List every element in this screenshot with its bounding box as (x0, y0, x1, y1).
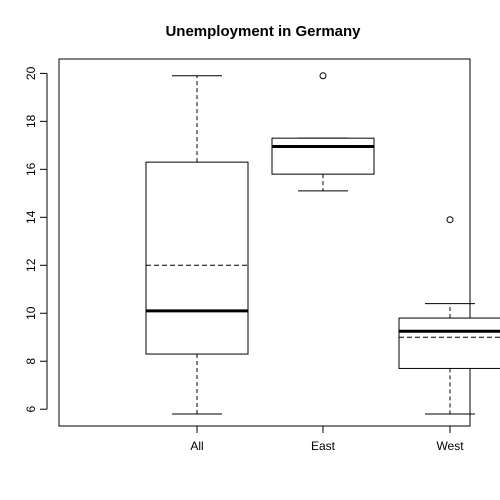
y-tick-label: 16 (24, 162, 38, 176)
y-tick-label: 18 (24, 114, 38, 128)
y-tick-label: 6 (24, 406, 38, 413)
x-tick-label-all: All (190, 439, 203, 453)
box-west (398, 216, 500, 415)
y-axis: 6 8 10 12 14 16 18 20 (24, 66, 48, 413)
outlier-point (319, 72, 327, 80)
y-tick-label: 12 (24, 258, 38, 272)
x-tick-label-west: West (436, 439, 464, 453)
y-tick-label: 14 (24, 210, 38, 224)
box-all (145, 75, 249, 415)
y-tick-label: 20 (24, 66, 38, 80)
plot-frame (58, 58, 471, 427)
interquartile-box (145, 161, 249, 355)
interquartile-box (271, 137, 375, 175)
box-east (271, 72, 375, 192)
y-tick-label: 10 (24, 306, 38, 320)
x-tick-label-east: East (311, 439, 336, 453)
box-plots (145, 72, 500, 415)
interquartile-box (398, 317, 500, 369)
outlier-point (446, 216, 454, 224)
chart-title: Unemployment in Germany (165, 23, 361, 40)
y-tick-label: 8 (24, 358, 38, 365)
x-axis: All East West (190, 425, 464, 453)
